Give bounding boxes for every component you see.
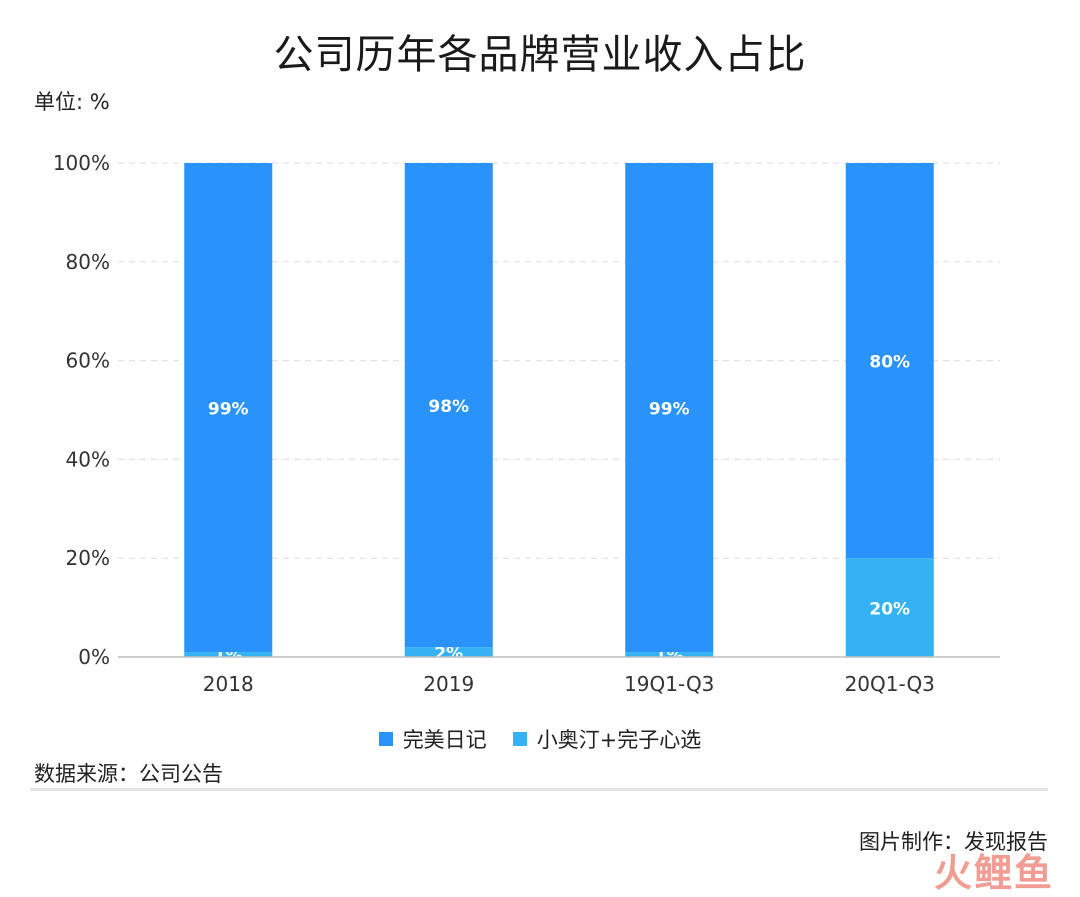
y-tick-label: 60% (66, 349, 110, 373)
bar-segment (184, 652, 273, 657)
data-label: 99% (208, 400, 249, 420)
x-tick-label: 20Q1-Q3 (845, 672, 935, 696)
x-tick-label: 2019 (423, 672, 474, 696)
legend-swatch-wanmeiriji (378, 732, 393, 746)
chart-title: 公司历年各品牌营业收入占比 (273, 32, 807, 78)
legend-item-wanmeiriji: 完美日记 (378, 724, 487, 754)
legend-label-xiaoaoting: 小奥汀+完子心选 (536, 728, 702, 752)
bar-segment (845, 163, 934, 559)
bar-segment (404, 163, 493, 648)
bar-segment (404, 647, 493, 657)
legend-label-wanmeiriji: 完美日记 (402, 728, 487, 752)
data-label: 20% (869, 600, 910, 620)
y-tick-label: 40% (66, 447, 110, 471)
legend-item-xiaoaoting: 小奥汀+完子心选 (512, 724, 702, 754)
unit-label: 单位: % (34, 90, 110, 114)
legend: 完美日记 小奥汀+完子心选 (0, 724, 1080, 754)
watermark-logo: 火鲤鱼 (933, 851, 1054, 895)
x-tick-label: 2018 (203, 672, 254, 696)
bar-segment (845, 558, 934, 657)
data-source: 数据来源：公司公告 (34, 762, 223, 786)
data-label: 98% (428, 397, 469, 417)
image-credit: 图片制作：发现报告 (859, 830, 1048, 854)
y-tick-label: 80% (66, 250, 110, 274)
data-label: 2% (434, 644, 463, 664)
bar-segment (625, 652, 714, 657)
divider (30, 788, 1048, 791)
y-tick-label: 0% (78, 645, 110, 669)
legend-swatch-xiaoaoting (512, 732, 527, 746)
bar-segment (184, 163, 273, 653)
y-tick-label: 20% (66, 546, 110, 570)
data-label: 80% (869, 353, 910, 373)
bar-segment (625, 163, 714, 653)
stacked-bar-chart: 0%20%40%60%80%100%1%99%20182%98%20191%99… (53, 151, 1000, 696)
x-tick-label: 19Q1-Q3 (624, 672, 714, 696)
y-tick-label: 100% (53, 151, 110, 175)
data-label: 99% (649, 400, 690, 420)
